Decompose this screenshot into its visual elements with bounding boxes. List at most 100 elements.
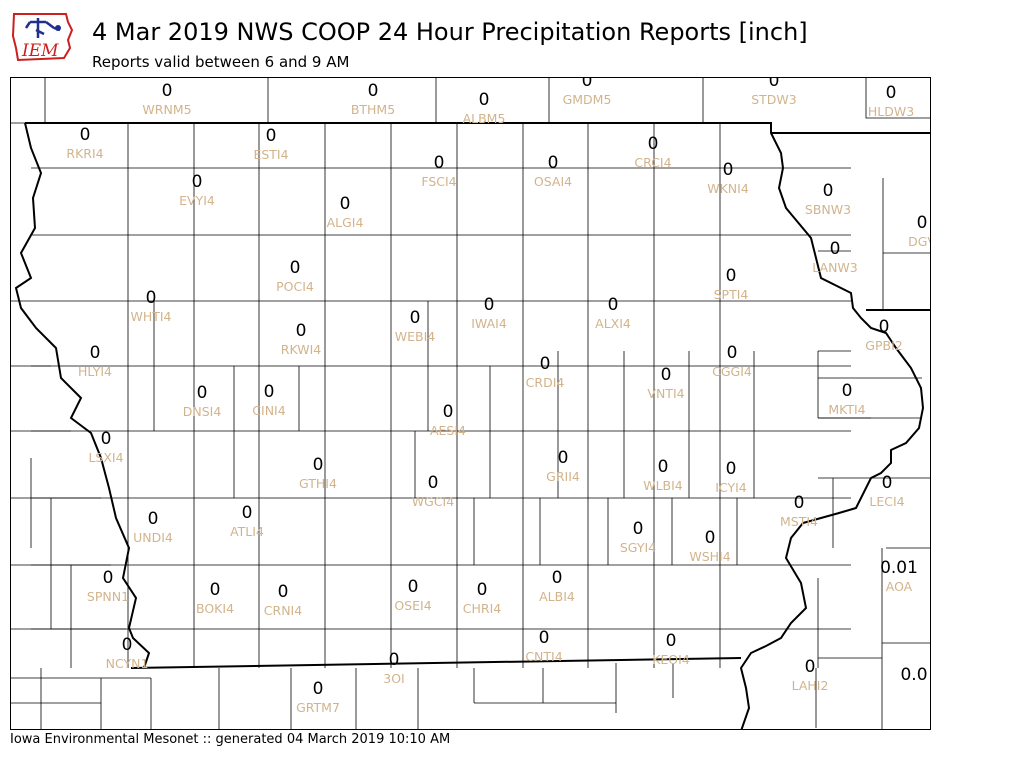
precip-value: 0 bbox=[769, 78, 780, 91]
station-id: MKTI4 bbox=[828, 402, 865, 417]
station-id: WEBI4 bbox=[395, 329, 436, 344]
page-title: 4 Mar 2019 NWS COOP 24 Hour Precipitatio… bbox=[92, 18, 808, 46]
station-id: CNTI4 bbox=[525, 649, 562, 664]
precip-value: 0 bbox=[146, 288, 157, 308]
precip-value: 0 bbox=[794, 493, 805, 513]
precip-value: 0 bbox=[90, 343, 101, 363]
station-id: ALGI4 bbox=[327, 215, 364, 230]
precip-value: 0 bbox=[726, 266, 737, 286]
precip-value: 0 bbox=[479, 90, 490, 110]
precip-value: 0 bbox=[296, 321, 307, 341]
precip-value: 0 bbox=[723, 160, 734, 180]
station-id: ICYI4 bbox=[715, 480, 747, 495]
station-id: CHRI4 bbox=[463, 601, 501, 616]
precip-value: 0 bbox=[210, 580, 221, 600]
station-id: BOKI4 bbox=[196, 601, 234, 616]
precip-value: 0.0 bbox=[900, 665, 927, 685]
station-id: GMDM5 bbox=[563, 92, 612, 107]
station-id: GRTM7 bbox=[296, 700, 340, 715]
precip-value: 0 bbox=[633, 519, 644, 539]
precip-value: 0 bbox=[608, 295, 619, 315]
station-report: 0DGV bbox=[908, 213, 931, 249]
station-id: GRII4 bbox=[546, 469, 580, 484]
station-id: POCI4 bbox=[276, 279, 314, 294]
station-id: RKRI4 bbox=[66, 146, 103, 161]
station-id: LANW3 bbox=[812, 260, 857, 275]
station-id: CRDI4 bbox=[526, 375, 565, 390]
station-id: EVYI4 bbox=[179, 193, 215, 208]
precip-value: 0 bbox=[548, 153, 559, 173]
station-id: RKWI4 bbox=[281, 342, 321, 357]
precip-value: 0 bbox=[278, 582, 289, 602]
station-id: LSXI4 bbox=[88, 450, 123, 465]
station-id: WHTI4 bbox=[130, 309, 171, 324]
station-id: 3OI bbox=[383, 671, 404, 686]
station-id: SPTI4 bbox=[714, 287, 749, 302]
precip-value: 0 bbox=[368, 81, 379, 101]
station-id: CRCI4 bbox=[634, 155, 671, 170]
station-id: WRNM5 bbox=[142, 102, 191, 117]
station-id: ALBM5 bbox=[463, 111, 506, 126]
station-id: UNDI4 bbox=[133, 530, 173, 545]
footer-credit: Iowa Environmental Mesonet :: generated … bbox=[10, 732, 451, 747]
county-line bbox=[865, 78, 930, 119]
page-subtitle: Reports valid between 6 and 9 AM bbox=[92, 53, 350, 71]
station-id: WLBI4 bbox=[643, 478, 683, 493]
precip-value: 0 bbox=[886, 83, 897, 103]
precip-value: 0 bbox=[80, 125, 91, 145]
anemometer-cup-icon bbox=[55, 25, 61, 31]
precip-value: 0 bbox=[266, 126, 277, 146]
precip-value: 0 bbox=[477, 580, 488, 600]
precip-value: 0 bbox=[389, 650, 400, 670]
precipitation-map: 0 WRNM5 0 BTHM5 0 ALBM5 0 GMDM5 0 STDW3 0 HLDW3 0 RKR… bbox=[10, 77, 931, 730]
station-id: CRNI4 bbox=[264, 603, 302, 618]
precip-value: 0 bbox=[726, 459, 737, 479]
precip-value: 0 bbox=[340, 194, 351, 214]
precip-value: 0 bbox=[408, 577, 419, 597]
precip-value: 0 bbox=[539, 628, 550, 648]
station-id: FSCI4 bbox=[421, 174, 456, 189]
station-id: HLDW3 bbox=[868, 104, 914, 119]
precip-value: 0 bbox=[264, 382, 275, 402]
precip-value: 0 bbox=[552, 568, 563, 588]
precip-value: 0 bbox=[823, 181, 834, 201]
station-id: DNSI4 bbox=[183, 404, 222, 419]
county-boundaries bbox=[11, 78, 930, 729]
station-id: DGV bbox=[908, 234, 931, 249]
precip-value: 0 bbox=[648, 134, 659, 154]
precip-value: 0 bbox=[582, 78, 593, 91]
